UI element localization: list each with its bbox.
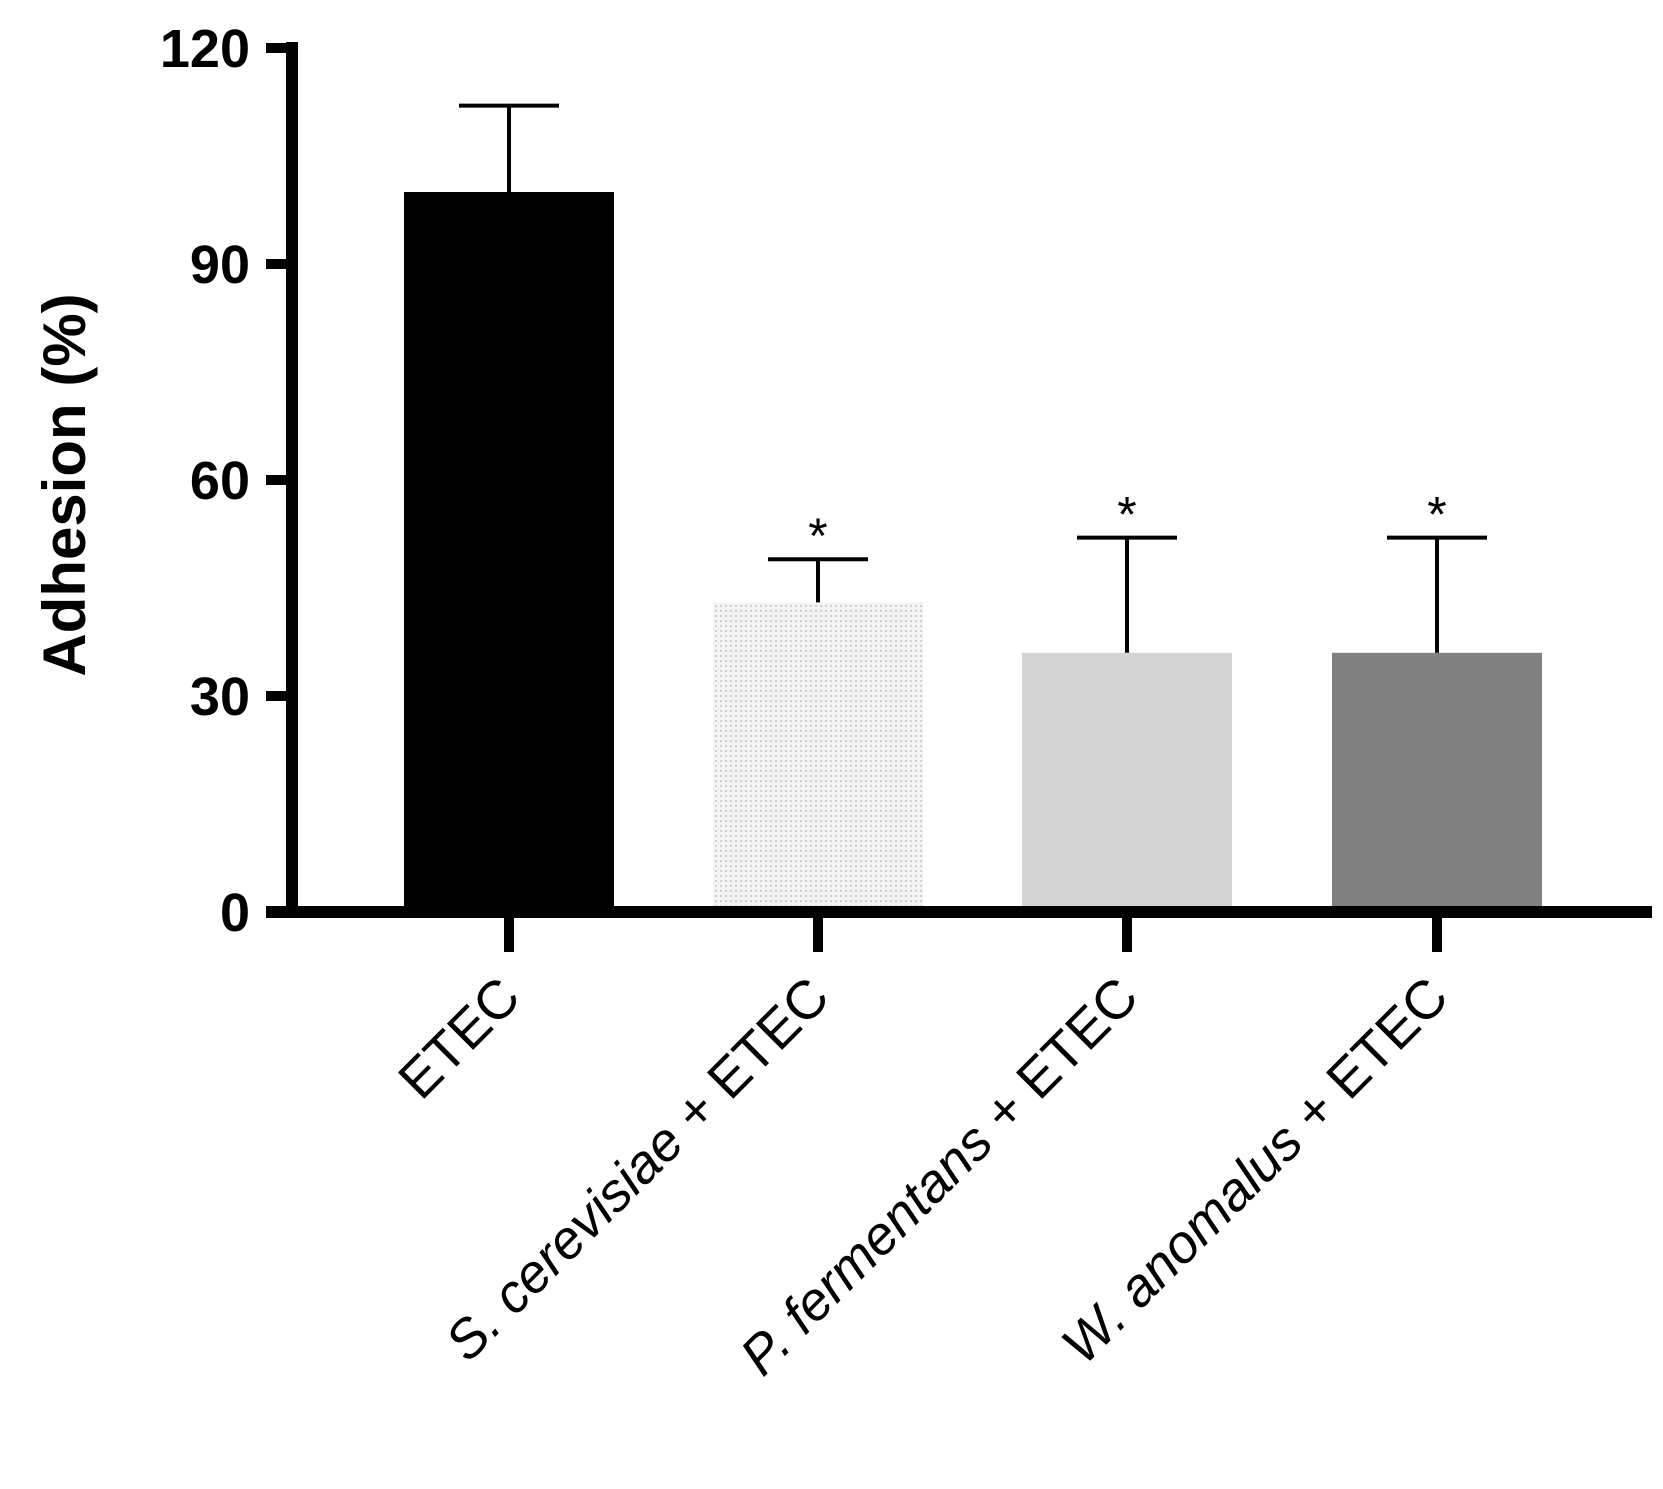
bar-1 [404, 192, 614, 912]
y-tick-label-30: 30 [190, 667, 250, 727]
y-tick-label-0: 0 [220, 883, 250, 943]
y-axis-label: Adhesion (%) [31, 293, 98, 676]
significance-marker-2: * [808, 508, 827, 564]
bar-3 [1022, 652, 1232, 912]
bars-layer [404, 192, 1542, 912]
error-bars-layer [459, 103, 1487, 653]
y-tick-label-60: 60 [190, 451, 250, 511]
bar-2 [713, 602, 923, 912]
y-tick-label-90: 90 [190, 235, 250, 295]
x-tick-label-1: ETEC [387, 966, 531, 1110]
significance-marker-3: * [1117, 487, 1136, 543]
significance-layer: * * * [808, 487, 1446, 565]
y-tick-label-120: 120 [160, 19, 250, 79]
bar-4 [1332, 652, 1542, 912]
y-ticks-layer: 0 30 60 90 120 [160, 19, 292, 943]
significance-marker-4: * [1427, 487, 1446, 543]
